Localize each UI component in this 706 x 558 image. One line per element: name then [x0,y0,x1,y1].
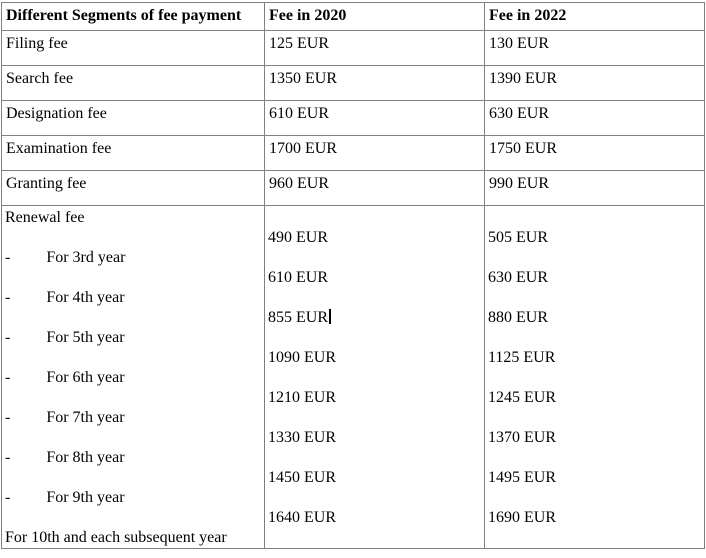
row-label-cell[interactable]: Granting fee [1,170,265,206]
row-label-cell[interactable]: Examination fee [1,135,265,171]
row-fee-2022-cell[interactable]: 990 EUR [484,170,705,206]
renewal-item-6th-year: - For 6th year [5,368,261,388]
renewal-title: Renewal fee [5,209,85,226]
renewal-item-label: For 9th year [46,489,125,506]
row-fee-2020-cell[interactable]: 610 EUR [264,100,485,136]
row-fee-2020-cell[interactable]: 960 EUR [264,170,485,206]
renewal-fee-2020-cell[interactable]: 490 EUR 610 EUR 855 EUR 1090 EUR 1210 EU… [264,205,485,549]
table-row-designation-fee: Designation fee 610 EUR 630 EUR [1,100,705,136]
renewal-fee-2020: 1210 EUR [268,389,336,406]
renewal-item-4th-year: - For 4th year [5,288,261,308]
dash-bullet: - [5,409,11,426]
row-fee-2020-cell[interactable]: 125 EUR [264,30,485,66]
renewal-fee-2022: 1370 EUR [488,429,556,446]
renewal-fee-2022: 505 EUR [488,229,548,246]
renewal-fee-2020: 490 EUR [268,229,328,246]
table-row-granting-fee: Granting fee 960 EUR 990 EUR [1,170,705,206]
renewal-item-label: For 8th year [46,449,125,466]
renewal-fee-2022: 1125 EUR [488,349,556,366]
renewal-item-8th-year: - For 8th year [5,448,261,468]
row-fee-2022-cell[interactable]: 130 EUR [484,30,705,66]
row-fee-2020-cell[interactable]: 1700 EUR [264,135,485,171]
dash-bullet: - [5,449,11,466]
table-row-search-fee: Search fee 1350 EUR 1390 EUR [1,65,705,101]
renewal-item-9th-year: - For 9th year [5,488,261,508]
renewal-item-5th-year: - For 5th year [5,328,261,348]
dash-bullet: - [5,369,11,386]
renewal-fee-2022-cell[interactable]: 505 EUR 630 EUR 880 EUR 1125 EUR 1245 EU… [484,205,705,549]
header-cell-fee-2022[interactable]: Fee in 2022 [484,2,705,31]
dash-bullet: - [5,249,11,266]
row-label-cell[interactable]: Designation fee [1,100,265,136]
row-fee-2022-cell[interactable]: 1750 EUR [484,135,705,171]
renewal-fee-2022: 1690 EUR [488,509,556,526]
renewal-fee-2020: 855 EUR [268,308,481,328]
renewal-fee-2020: 610 EUR [268,269,328,286]
text-cursor [329,309,331,324]
row-label-cell[interactable]: Search fee [1,65,265,101]
table-row-examination-fee: Examination fee 1700 EUR 1750 EUR [1,135,705,171]
row-fee-2020-cell[interactable]: 1350 EUR [264,65,485,101]
row-label-cell[interactable]: Filing fee [1,30,265,66]
header-cell-segments[interactable]: Different Segments of fee payment [1,2,265,31]
renewal-fee-2020: 1330 EUR [268,429,336,446]
renewal-item-label: For 3rd year [46,249,126,266]
table-row-renewal-fee: Renewal fee - For 3rd year - For 4th year … [1,205,705,549]
renewal-fee-2020: 1450 EUR [268,469,336,486]
dash-bullet: - [5,489,11,506]
renewal-item-label: For 6th year [46,369,125,386]
renewal-item-label: For 7th year [46,409,125,426]
renewal-item-label: For 5th year [46,329,125,346]
table-row-filing-fee: Filing fee 125 EUR 130 EUR [1,30,705,66]
table-header-row: Different Segments of fee payment Fee in… [1,2,705,31]
dash-bullet: - [5,329,11,346]
renewal-fee-2022: 1245 EUR [488,389,556,406]
renewal-fee-2020: 1640 EUR [268,509,336,526]
row-fee-2022-cell[interactable]: 630 EUR [484,100,705,136]
fee-table: Different Segments of fee payment Fee in… [1,2,705,549]
renewal-fee-2022: 630 EUR [488,269,548,286]
renewal-item-3rd-year: - For 3rd year [5,248,261,268]
dash-bullet: - [5,289,11,306]
renewal-item-7th-year: - For 7th year [5,408,261,428]
renewal-fee-2022: 880 EUR [488,309,548,326]
renewal-fee-2022: 1495 EUR [488,469,556,486]
renewal-item-label: For 4th year [46,289,125,306]
renewal-fee-2020-value: 855 EUR [268,309,328,326]
header-cell-fee-2020[interactable]: Fee in 2020 [264,2,485,31]
renewal-labels-cell[interactable]: Renewal fee - For 3rd year - For 4th year … [1,205,265,549]
renewal-fee-2020: 1090 EUR [268,349,336,366]
row-fee-2022-cell[interactable]: 1390 EUR [484,65,705,101]
renewal-item-10th-year: For 10th and each subsequent year [5,529,227,546]
